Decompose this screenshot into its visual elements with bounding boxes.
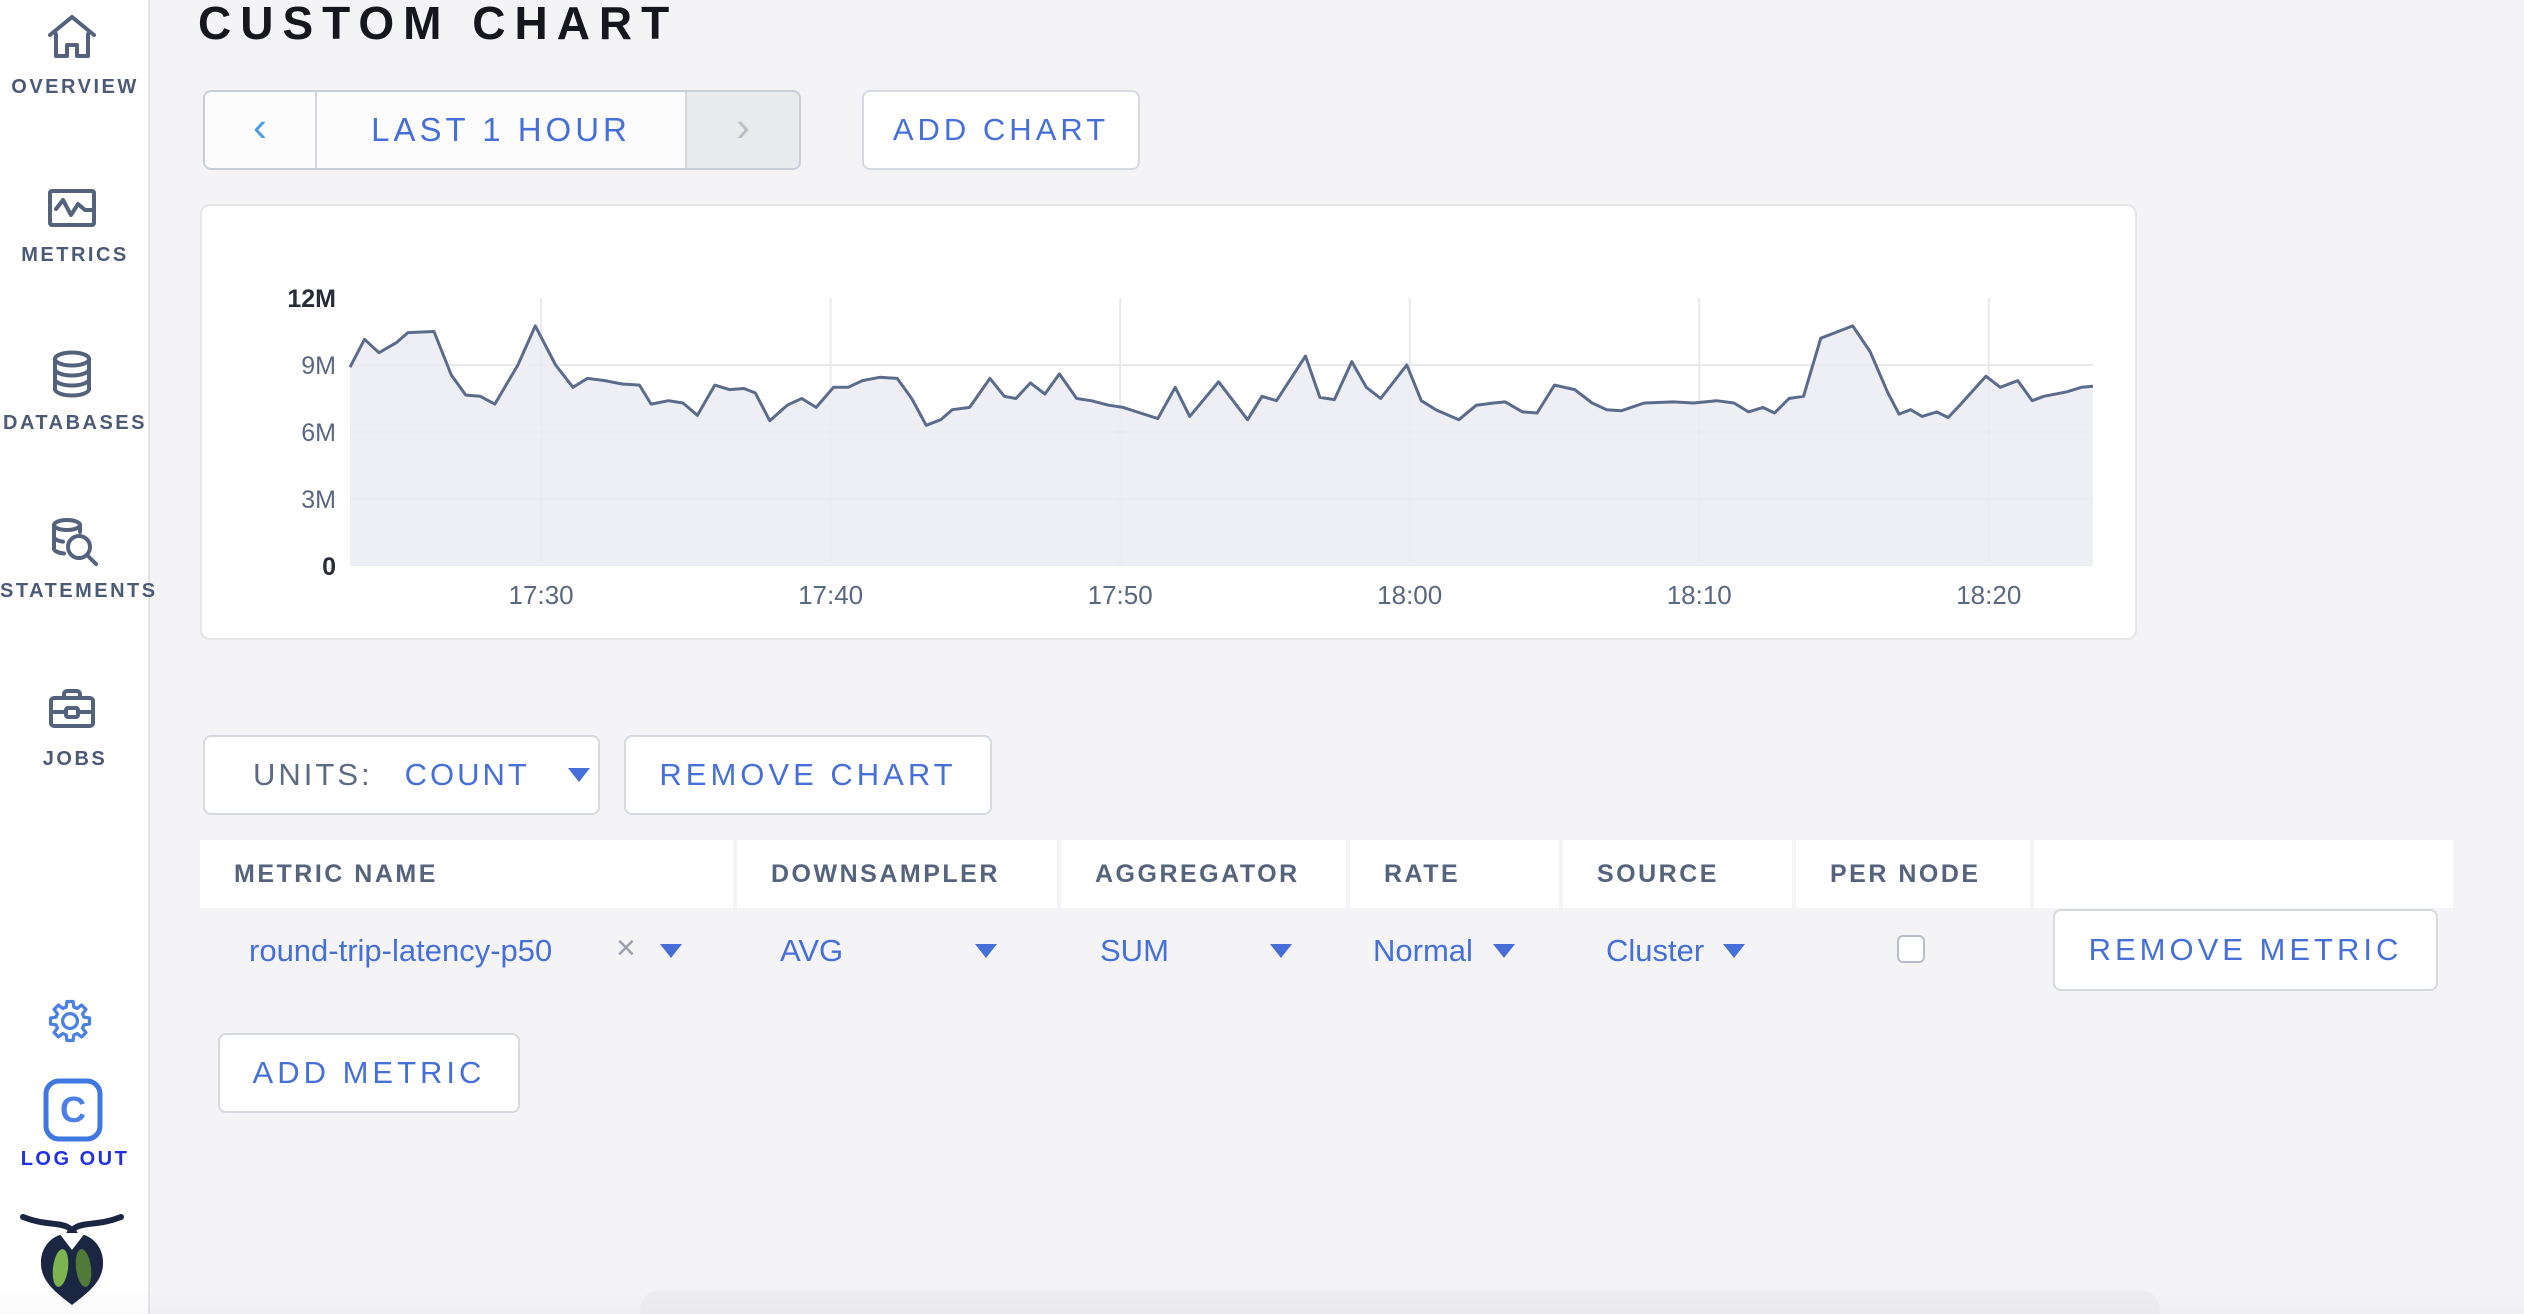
source-dropdown[interactable]: Cluster <box>1606 933 1705 968</box>
time-range-next-button[interactable]: › <box>685 92 799 168</box>
chart-x-tick-label: 18:20 <box>1956 580 2021 610</box>
chart-y-tick-label: 3M <box>301 486 336 514</box>
sidebar-item-label: METRICS <box>21 244 129 266</box>
logout-label: LOG OUT <box>20 1148 130 1170</box>
add-chart-button[interactable]: ADD CHART <box>862 90 1140 170</box>
sidebar-item-label: OVERVIEW <box>11 76 139 98</box>
database-icon <box>53 350 91 398</box>
column-header-source: SOURCE <box>1563 840 1792 908</box>
gear-icon[interactable] <box>47 998 93 1044</box>
page-title: CUSTOM CHART <box>198 0 679 49</box>
downsampler-dropdown-icon[interactable] <box>975 944 997 958</box>
remove-chart-button[interactable]: REMOVE CHART <box>624 735 992 815</box>
sidebar-item-label: STATEMENTS <box>0 580 158 602</box>
metric-name-dropdown-icon[interactable] <box>660 944 682 958</box>
time-range-dropdown[interactable]: LAST 1 HOUR <box>317 92 685 168</box>
chart-card: 0 3M 6M 9M 12M 17:30 17:40 17:50 18:00 18:10 18:20 <box>200 204 2137 640</box>
add-metric-button[interactable]: ADD METRIC <box>218 1033 520 1113</box>
time-range-prev-button[interactable]: ‹ <box>205 92 317 168</box>
source-dropdown-icon[interactable] <box>1723 944 1745 958</box>
chart-line <box>348 324 2094 427</box>
chevron-right-icon: › <box>736 103 750 150</box>
timeseries-chart: 0 3M 6M 9M 12M 17:30 17:40 17:50 18:00 18:10 18:20 <box>287 285 2094 610</box>
bottom-shade <box>640 1290 2160 1314</box>
cockroach-c-icon: C <box>43 1078 103 1142</box>
column-header-per-node: PER NODE <box>1796 840 2030 908</box>
time-range-selector: ‹ LAST 1 HOUR › <box>203 90 801 170</box>
column-header-rate: RATE <box>1350 840 1559 908</box>
rate-dropdown[interactable]: Normal <box>1373 933 1473 968</box>
chart-y-tick-label: 6M <box>301 419 336 447</box>
chart-x-tick-label: 17:30 <box>509 580 574 610</box>
units-value: COUNT <box>404 757 530 792</box>
time-range-label: LAST 1 HOUR <box>371 111 631 148</box>
per-node-checkbox[interactable] <box>1897 935 1925 963</box>
aggregator-dropdown-icon[interactable] <box>1270 944 1292 958</box>
chevron-down-icon <box>567 768 590 782</box>
svg-text:C: C <box>60 1089 86 1130</box>
aggregator-dropdown[interactable]: SUM <box>1100 933 1169 968</box>
column-header-metric-name: METRIC NAME <box>200 840 733 908</box>
sidebar: OVERVIEW METRICS DATABASE <box>0 0 158 1314</box>
rate-dropdown-icon[interactable] <box>1493 944 1515 958</box>
cockroachdb-bug-logo <box>20 1214 124 1305</box>
chart-x-tick-label: 18:00 <box>1377 580 1442 610</box>
chart-x-tick-label: 17:50 <box>1088 580 1153 610</box>
units-dropdown[interactable]: UNITS: COUNT <box>203 735 600 815</box>
column-header-downsampler: DOWNSAMPLER <box>737 840 1057 908</box>
statements-icon <box>52 518 98 566</box>
metrics-icon <box>48 189 96 227</box>
sidebar-item-label: DATABASES <box>3 412 147 434</box>
chevron-left-icon: ‹ <box>253 103 267 150</box>
chart-area-fill <box>350 325 2093 566</box>
metric-name-value[interactable]: round-trip-latency-p50 <box>249 933 553 968</box>
downsampler-dropdown[interactable]: AVG <box>780 933 844 968</box>
sidebar-item-label: JOBS <box>42 748 108 770</box>
jobs-icon <box>49 689 95 728</box>
units-label: UNITS: <box>253 757 373 792</box>
column-header-actions <box>2034 840 2453 908</box>
chart-x-tick-label: 17:40 <box>798 580 863 610</box>
chart-y-tick-label: 12M <box>287 285 336 313</box>
home-icon <box>48 15 96 58</box>
chart-x-tick-label: 18:10 <box>1667 580 1732 610</box>
clear-metric-icon[interactable]: × <box>616 929 636 967</box>
remove-metric-button[interactable]: REMOVE METRIC <box>2053 909 2438 991</box>
column-header-aggregator: AGGREGATOR <box>1061 840 1346 908</box>
bottom-fade <box>0 1288 2524 1314</box>
chart-y-tick-label: 0 <box>322 553 336 581</box>
chart-y-tick-label: 9M <box>301 352 336 380</box>
